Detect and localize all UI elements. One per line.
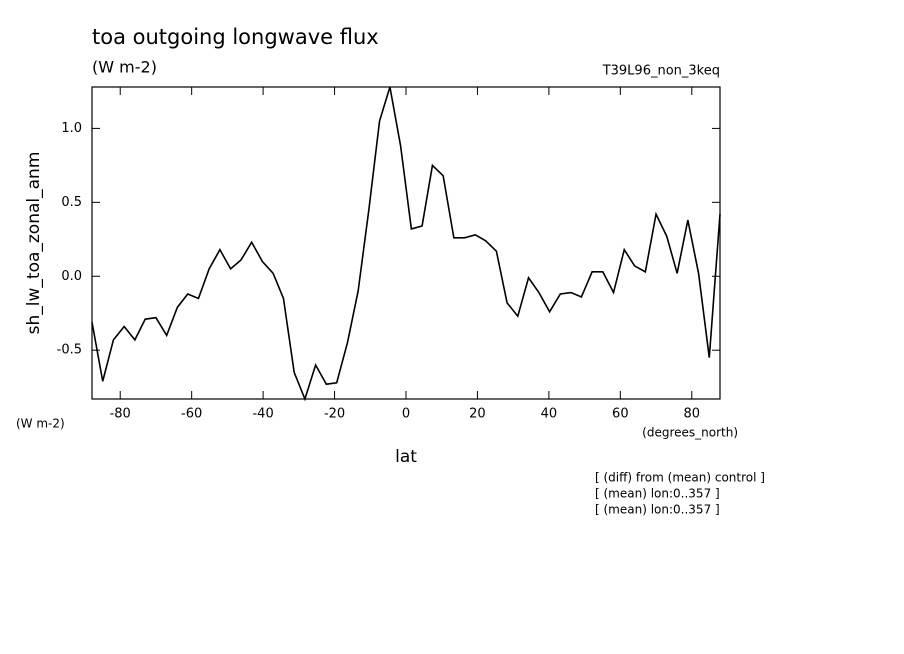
x-axis-label: lat (395, 447, 417, 467)
note: [ (mean) lon:0..357 ] (595, 487, 720, 501)
note: [ (diff) from (mean) control ] (595, 471, 765, 485)
x-tick-label: 20 (469, 407, 486, 422)
x-tick-label: -40 (252, 407, 273, 422)
y-axis-label: sh_lw_toa_zonal_anm (24, 152, 44, 335)
data-line (91, 86, 721, 402)
x-tick-label: -80 (110, 407, 131, 422)
x-tick-label: 80 (684, 407, 701, 422)
x-tick-label: 60 (612, 407, 629, 422)
plot-frame (91, 86, 721, 400)
y-tick-label: 1.0 (61, 121, 82, 136)
chart-title: toa outgoing longwave flux (92, 25, 379, 49)
x-tick-label: 40 (541, 407, 558, 422)
y-tick-label: -0.5 (57, 343, 82, 358)
note: [ (mean) lon:0..357 ] (595, 503, 720, 517)
x-tick-label: -20 (324, 407, 345, 422)
run-label: T39L96_non_3keq (602, 64, 720, 79)
x-tick-label: -60 (181, 407, 202, 422)
x-tick-label: 0 (402, 407, 410, 422)
y-tick-label: 0.5 (61, 195, 82, 210)
x-units: (degrees_north) (642, 426, 738, 440)
y-units: (W m-2) (16, 417, 65, 431)
units: (W m-2) (92, 58, 157, 77)
y-tick-label: 0.0 (61, 269, 82, 284)
